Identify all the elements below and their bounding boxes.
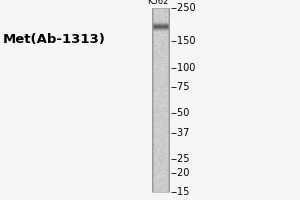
Text: K562: K562 (147, 0, 168, 6)
Text: --100: --100 (171, 63, 196, 73)
Text: --150: --150 (171, 36, 196, 46)
Text: --250: --250 (171, 3, 196, 13)
Text: --15: --15 (171, 187, 190, 197)
Text: --25: --25 (171, 154, 190, 164)
Text: --37: --37 (171, 128, 190, 138)
Text: --20: --20 (171, 168, 190, 178)
Bar (152, 8, 169, 192)
Text: --75: --75 (171, 82, 190, 92)
Text: Met(Ab-1313): Met(Ab-1313) (3, 33, 106, 46)
Text: --50: --50 (171, 108, 190, 118)
